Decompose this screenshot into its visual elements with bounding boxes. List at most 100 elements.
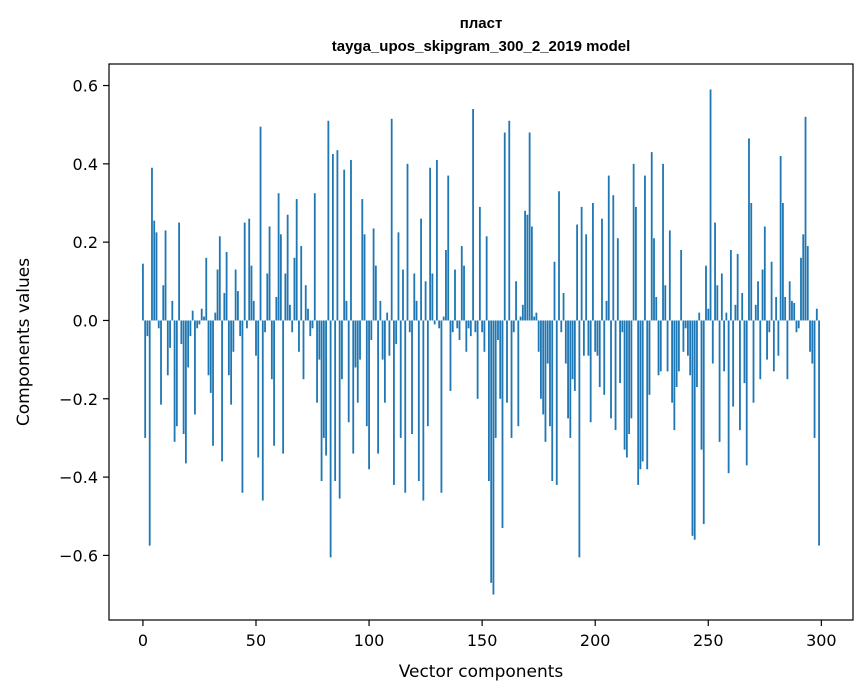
bar-234 xyxy=(671,320,673,403)
bar-79 xyxy=(320,320,323,481)
bar-122 xyxy=(417,320,420,481)
bar-116 xyxy=(404,320,407,493)
bar-129 xyxy=(433,320,436,325)
bar-189 xyxy=(569,320,572,438)
x-tick-label: 250 xyxy=(693,631,724,650)
bar-243 xyxy=(691,320,694,536)
bar-148 xyxy=(476,320,479,399)
bar-253 xyxy=(714,222,716,321)
bar-114 xyxy=(399,320,402,438)
bar-32 xyxy=(214,312,217,321)
bar-88 xyxy=(341,320,343,380)
bar-228 xyxy=(657,320,660,376)
bar-196 xyxy=(585,234,588,321)
bar-50 xyxy=(255,320,257,356)
bar-85 xyxy=(334,320,337,481)
bar-252 xyxy=(711,320,714,364)
bar-198 xyxy=(589,320,592,423)
bar-286 xyxy=(788,281,791,321)
bar-43 xyxy=(239,320,242,337)
bar-256 xyxy=(720,273,723,321)
bar-283 xyxy=(781,203,784,321)
bar-142 xyxy=(463,265,465,321)
bar-298 xyxy=(815,308,818,321)
bar-37 xyxy=(225,251,228,321)
bar-248 xyxy=(702,320,705,525)
bar-98 xyxy=(363,234,366,321)
bar-156 xyxy=(494,320,497,438)
bar-279 xyxy=(772,320,775,372)
bar-112 xyxy=(395,320,398,344)
bar-263 xyxy=(736,253,739,321)
bar-227 xyxy=(655,296,658,321)
bar-77 xyxy=(316,320,318,403)
bar-150 xyxy=(481,320,484,333)
bar-166 xyxy=(517,320,520,427)
bar-203 xyxy=(601,218,603,321)
bar-260 xyxy=(729,249,732,321)
bar-80 xyxy=(322,320,325,438)
bar-262 xyxy=(734,304,737,321)
bar-155 xyxy=(492,320,495,595)
chart-title-line-2: tayga_upos_skipgram_300_2_2019 model xyxy=(332,38,631,55)
y-tick-label: −0.2 xyxy=(59,390,98,409)
bar-219 xyxy=(637,320,640,485)
bar-60 xyxy=(277,193,280,321)
bar-72 xyxy=(304,285,307,321)
bar-92 xyxy=(350,159,352,321)
bar-229 xyxy=(659,320,662,372)
bar-247 xyxy=(700,320,703,450)
bar-7 xyxy=(157,320,160,329)
bar-30 xyxy=(209,320,212,393)
bar-181 xyxy=(551,320,554,481)
bar-40 xyxy=(232,320,235,352)
bar-128 xyxy=(431,273,434,321)
bar-245 xyxy=(696,320,698,388)
bar-27 xyxy=(203,316,205,321)
bar-2 xyxy=(146,320,149,337)
bar-161 xyxy=(506,320,508,403)
bar-15 xyxy=(175,320,178,427)
bar-159 xyxy=(501,320,504,528)
bar-255 xyxy=(718,320,721,442)
bar-53 xyxy=(261,320,264,501)
bar-54 xyxy=(264,320,266,333)
bar-120 xyxy=(413,273,416,321)
bar-25 xyxy=(198,320,201,325)
y-tick-label: 0.0 xyxy=(73,311,98,330)
bar-87 xyxy=(338,320,341,499)
bar-67 xyxy=(293,257,296,321)
bar-267 xyxy=(745,320,748,466)
bar-205 xyxy=(605,300,608,321)
bar-202 xyxy=(598,320,601,388)
bar-110 xyxy=(390,118,393,321)
bar-276 xyxy=(766,320,768,360)
bar-278 xyxy=(770,261,773,321)
bar-209 xyxy=(614,320,617,431)
bar-62 xyxy=(282,320,285,454)
bar-288 xyxy=(793,302,796,321)
bar-57 xyxy=(270,320,273,380)
bar-238 xyxy=(680,249,683,321)
x-tick-label: 300 xyxy=(806,631,837,650)
bar-76 xyxy=(313,193,316,321)
bar-287 xyxy=(791,300,793,321)
bar-64 xyxy=(286,214,289,321)
bar-157 xyxy=(497,320,499,341)
bar-33 xyxy=(216,269,219,321)
bar-131 xyxy=(438,320,441,329)
bar-152 xyxy=(485,236,488,321)
bar-240 xyxy=(684,320,687,329)
bar-193 xyxy=(578,320,581,558)
bar-86 xyxy=(336,150,339,321)
bar-52 xyxy=(259,126,262,321)
bar-145 xyxy=(469,320,472,337)
bar-13 xyxy=(171,300,174,321)
bar-124 xyxy=(422,320,425,501)
bar-154 xyxy=(490,320,493,583)
bar-264 xyxy=(739,320,741,431)
bar-31 xyxy=(212,320,214,446)
bar-78 xyxy=(318,320,321,360)
bar-136 xyxy=(449,320,452,391)
bar-215 xyxy=(628,320,631,435)
